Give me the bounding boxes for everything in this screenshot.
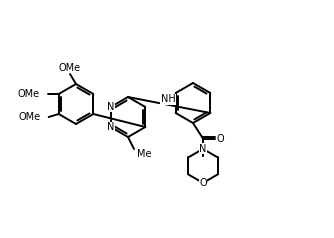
Text: NH: NH [161,94,176,104]
Text: OMe: OMe [59,63,81,73]
Text: N: N [199,144,207,154]
Text: Me: Me [137,149,152,159]
Text: OMe: OMe [19,112,41,122]
Text: O: O [217,134,224,144]
Text: OMe: OMe [18,89,40,99]
Text: N: N [107,122,114,132]
Text: O: O [199,178,207,188]
Text: N: N [107,102,114,112]
